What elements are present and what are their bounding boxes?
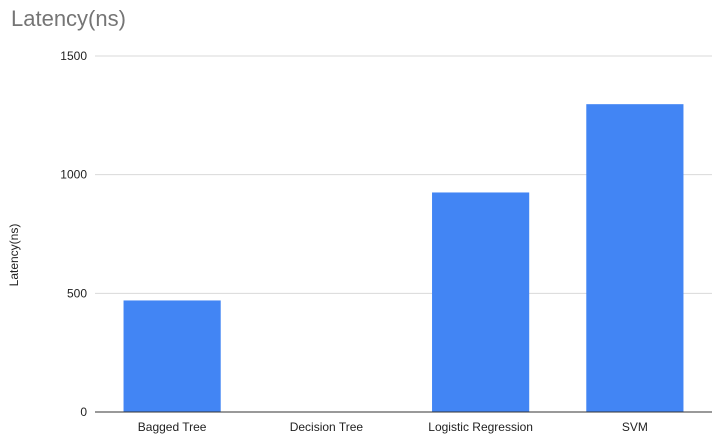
y-tick-label: 0 <box>80 405 87 419</box>
y-tick-label: 1000 <box>60 168 87 182</box>
x-tick-labels: Bagged Tree Decision Tree Logistic Regress… <box>138 420 648 434</box>
x-tick-label: Bagged Tree <box>138 420 207 434</box>
bar-bagged-tree <box>123 300 221 412</box>
y-tick-label: 500 <box>67 286 87 300</box>
bars <box>123 104 684 413</box>
y-tick-label: 1500 <box>60 49 87 63</box>
y-axis-title: Latency(ns) <box>7 224 21 287</box>
x-tick-label: SVM <box>622 420 648 434</box>
chart-title: Latency(ns) <box>11 6 126 31</box>
bar-logistic-regression <box>432 192 530 412</box>
x-tick-label: Decision Tree <box>290 420 364 434</box>
x-tick-label: Logistic Regression <box>428 420 533 434</box>
y-tick-labels: 0 500 1000 1500 <box>60 49 87 419</box>
bar-svm <box>586 104 684 413</box>
